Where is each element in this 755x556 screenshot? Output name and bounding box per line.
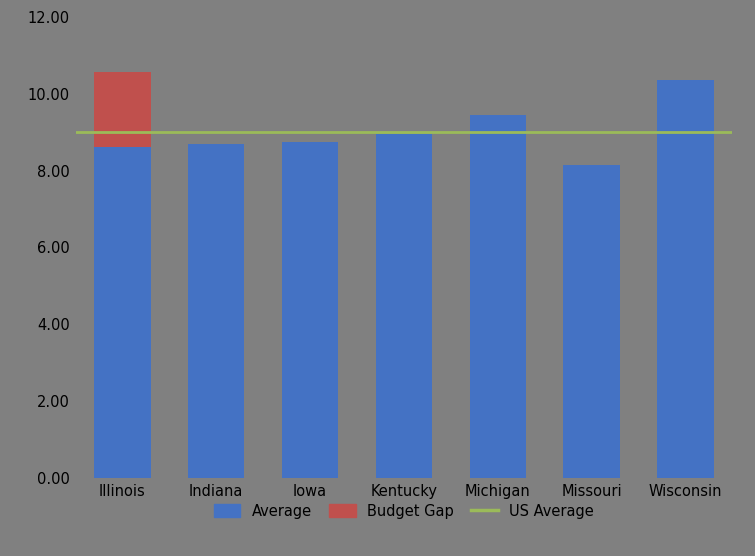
Bar [563, 165, 620, 478]
Bar [94, 147, 150, 478]
Bar [470, 115, 526, 478]
Bar [376, 134, 432, 478]
Legend: Average, Budget Gap, US Average: Average, Budget Gap, US Average [206, 497, 602, 526]
Bar [658, 80, 713, 478]
Bar [94, 72, 150, 147]
Bar [188, 143, 245, 478]
Bar [282, 142, 338, 478]
